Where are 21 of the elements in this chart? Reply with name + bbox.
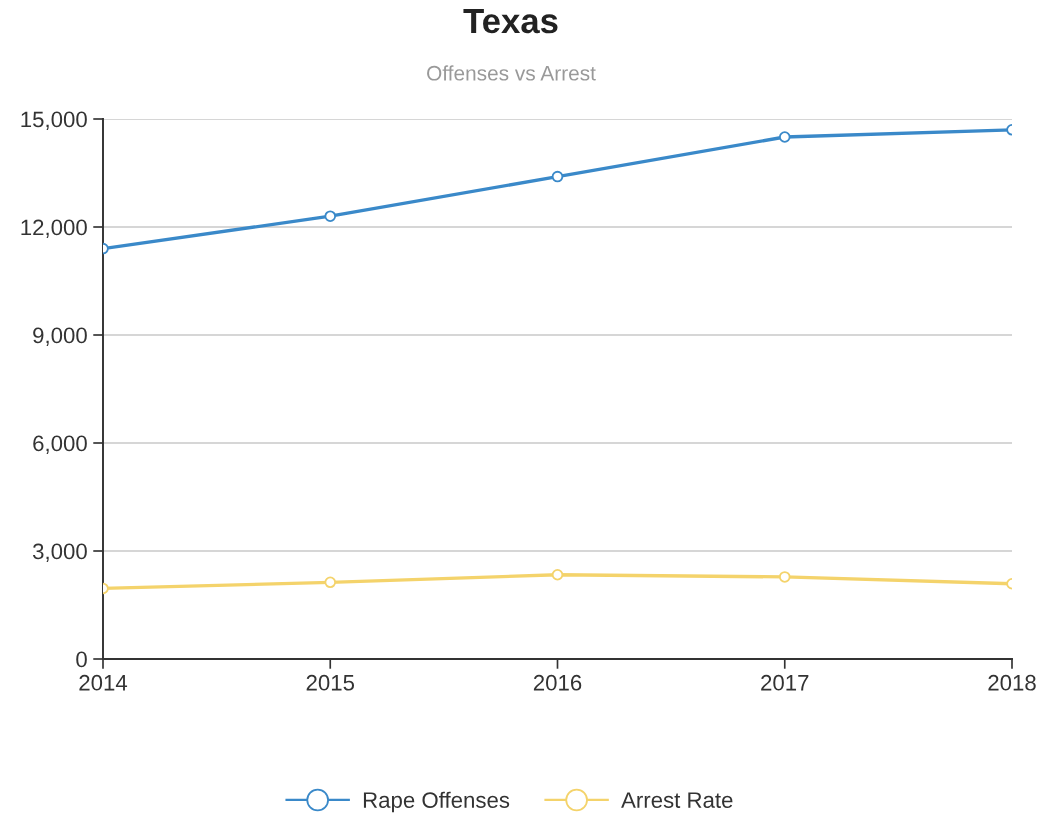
- x-tick-label: 2018: [988, 674, 1036, 691]
- point: [324, 576, 337, 589]
- x-tick-label: 2015: [306, 674, 355, 691]
- y-tick-label: 3,000: [32, 543, 87, 562]
- point: [778, 131, 791, 143]
- chart-title: Texas: [463, 9, 558, 34]
- y-tick-label: 15,000: [21, 111, 87, 130]
- point: [551, 568, 564, 581]
- x-tick-label: 2017: [761, 674, 809, 691]
- x-tick-label: 2016: [533, 674, 582, 691]
- y-tick-label: 6,000: [33, 435, 87, 454]
- x-tick-label: 2014: [79, 674, 128, 691]
- y-tick-label: 0: [76, 651, 87, 668]
- point: [778, 571, 791, 583]
- point: [551, 170, 564, 183]
- y-tick-label: 9,000: [33, 327, 87, 346]
- chart-subtitle: Offenses vs Arrest: [427, 65, 596, 81]
- point: [324, 210, 337, 222]
- legend-label: Arrest Rate: [621, 792, 733, 808]
- y-tick-label: 12,000: [21, 219, 87, 238]
- legend-label: Rape Offenses: [363, 791, 510, 813]
